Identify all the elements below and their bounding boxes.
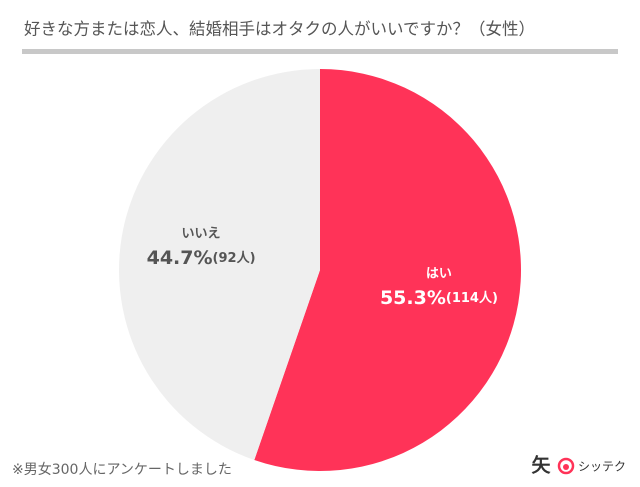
slice-label: 44.7%(92人) bbox=[147, 247, 256, 269]
pie-slice bbox=[254, 69, 522, 471]
logo-mark: 矢 bbox=[531, 454, 551, 477]
pie: はい 55.3%(114人) いいえ 44.7%(92人) bbox=[119, 69, 522, 471]
title-rule bbox=[22, 49, 618, 54]
slice-percent: 44.7% bbox=[147, 247, 213, 269]
slice-category: いいえ bbox=[182, 227, 221, 242]
chart-title: 好きな方または恋人、結婚相手はオタクの人がいいですか？（女性） bbox=[24, 19, 535, 39]
logo: 矢 シッテク bbox=[531, 454, 626, 477]
slice-count: (92人) bbox=[213, 250, 256, 266]
note: ※男女300人にアンケートしました bbox=[12, 461, 232, 478]
slice-label: 55.3%(114人) bbox=[380, 286, 498, 308]
slice-count: (114人) bbox=[446, 289, 498, 305]
logo-pupil bbox=[563, 464, 569, 470]
slice-percent: 55.3% bbox=[380, 286, 446, 308]
slice-category: はい bbox=[426, 266, 452, 281]
pie-slice bbox=[119, 69, 320, 460]
logo-text: シッテク bbox=[578, 460, 626, 474]
